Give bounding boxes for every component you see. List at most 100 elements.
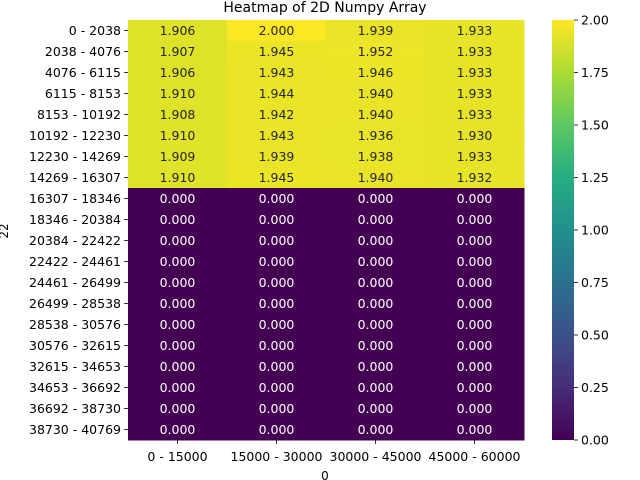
y-tick-label: 34653 - 36692 (29, 380, 121, 395)
heatmap-cell (128, 209, 228, 231)
heatmap-cell (128, 230, 228, 252)
heatmap-cell (326, 146, 426, 168)
heatmap-cell (227, 20, 327, 42)
x-axis-label: 0 (321, 469, 329, 480)
heatmap-cell (326, 62, 426, 84)
cell-value-label: 2.000 (259, 23, 295, 38)
heatmap-cell (326, 209, 426, 231)
cell-value-label: 1.946 (358, 65, 394, 80)
cell-value-label: 0.000 (259, 191, 295, 206)
heatmap-cell (425, 104, 525, 126)
heatmap-cell-labels: 1.906 2.000 1.939 1.933 1.907 1.945 1.952 1.933… (160, 23, 493, 437)
heatmap-cell (128, 167, 228, 189)
heatmap-cell (227, 398, 327, 420)
heatmap-cell (128, 377, 228, 399)
heatmap-cell (128, 125, 228, 147)
cell-value-label: 0.000 (358, 317, 394, 332)
cell-value-label: 0.000 (160, 380, 196, 395)
heatmap-cell (227, 209, 327, 231)
y-tick-label: 32615 - 34653 (29, 359, 121, 374)
y-tick-label: 8153 - 10192 (37, 107, 121, 122)
cell-value-label: 1.909 (160, 149, 196, 164)
cell-value-label: 0.000 (457, 317, 493, 332)
y-tick-label: 38730 - 40769 (29, 422, 121, 437)
colorbar (552, 20, 574, 440)
cell-value-label: 1.908 (160, 107, 196, 122)
y-tick-label: 22422 - 24461 (29, 254, 121, 269)
x-tick-label: 45000 - 60000 (429, 449, 521, 464)
heatmap-cell (128, 62, 228, 84)
heatmap-cell (227, 62, 327, 84)
heatmap-cell (326, 272, 426, 294)
y-tick-label: 26499 - 28538 (29, 296, 121, 311)
heatmap-cell (227, 251, 327, 273)
y-tick-label: 10192 - 12230 (29, 128, 121, 143)
cell-value-label: 1.938 (358, 149, 394, 164)
cell-value-label: 1.932 (457, 170, 493, 185)
heatmap-cell (128, 272, 228, 294)
cell-value-label: 0.000 (160, 254, 196, 269)
cell-value-label: 0.000 (358, 212, 394, 227)
y-tick-label: 12230 - 14269 (29, 149, 121, 164)
cell-value-label: 0.000 (358, 359, 394, 374)
heatmap-cell (326, 398, 426, 420)
cell-value-label: 0.000 (358, 338, 394, 353)
heatmap-cell (227, 377, 327, 399)
cell-value-label: 1.907 (160, 44, 196, 59)
heatmap-cell (326, 41, 426, 63)
cell-value-label: 0.000 (259, 254, 295, 269)
cell-value-label: 0.000 (259, 359, 295, 374)
cell-value-label: 0.000 (160, 212, 196, 227)
heatmap-cell (425, 398, 525, 420)
cell-value-label: 0.000 (358, 401, 394, 416)
cell-value-label: 1.933 (457, 23, 493, 38)
heatmap-cell (227, 356, 327, 378)
heatmap-cell (425, 188, 525, 210)
cell-value-label: 1.906 (160, 23, 196, 38)
y-tick-label: 14269 - 16307 (29, 170, 121, 185)
y-tick-label: 36692 - 38730 (29, 401, 121, 416)
heatmap-cell (326, 314, 426, 336)
cell-value-label: 0.000 (259, 401, 295, 416)
colorbar-tick-label: 1.25 (581, 170, 609, 185)
x-tick-label: 0 - 15000 (147, 449, 207, 464)
colorbar-tick-label: 0.25 (581, 380, 609, 395)
colorbar-ticks: 0.00 0.25 0.50 0.75 1.00 1.25 1.50 1.75 2.00 (574, 13, 609, 448)
cell-value-label: 0.000 (457, 254, 493, 269)
heatmap-cell (227, 419, 327, 441)
heatmap-cell (128, 419, 228, 441)
cell-value-label: 0.000 (358, 380, 394, 395)
colorbar-tick-label: 2.00 (581, 13, 609, 28)
cell-value-label: 0.000 (259, 212, 295, 227)
heatmap-cell (326, 293, 426, 315)
cell-value-label: 1.945 (259, 44, 295, 59)
heatmap-cells (128, 20, 525, 441)
colorbar-tick-label: 1.50 (581, 118, 609, 133)
cell-value-label: 0.000 (160, 191, 196, 206)
cell-value-label: 0.000 (160, 422, 196, 437)
cell-value-label: 1.906 (160, 65, 196, 80)
heatmap-cell (425, 356, 525, 378)
y-tick-label: 30576 - 32615 (29, 338, 121, 353)
heatmap-cell (425, 146, 525, 168)
heatmap-cell (425, 251, 525, 273)
heatmap-cell (326, 188, 426, 210)
cell-value-label: 0.000 (259, 275, 295, 290)
cell-value-label: 1.945 (259, 170, 295, 185)
cell-value-label: 0.000 (358, 422, 394, 437)
heatmap-cell (227, 41, 327, 63)
heatmap-cell (326, 251, 426, 273)
cell-value-label: 0.000 (358, 275, 394, 290)
heatmap-cell (227, 146, 327, 168)
heatmap-cell (425, 62, 525, 84)
cell-value-label: 1.940 (358, 170, 394, 185)
heatmap-cell (326, 83, 426, 105)
cell-value-label: 0.000 (457, 359, 493, 374)
cell-value-label: 1.933 (457, 86, 493, 101)
heatmap-cell (425, 419, 525, 441)
y-axis: 0 - 2038 2038 - 4076 4076 - 6115 6115 - 815… (29, 23, 128, 437)
cell-value-label: 0.000 (457, 296, 493, 311)
y-tick-label: 4076 - 6115 (45, 65, 121, 80)
y-axis-label: 22 (0, 223, 11, 238)
cell-value-label: 0.000 (160, 296, 196, 311)
